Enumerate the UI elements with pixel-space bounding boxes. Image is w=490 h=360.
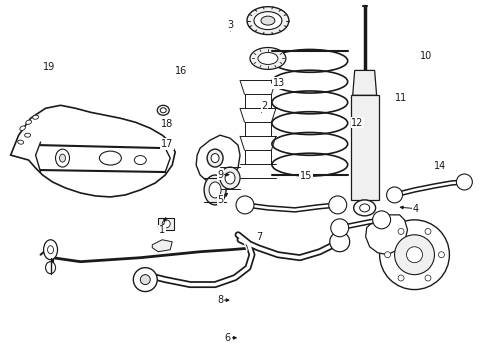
- Polygon shape: [152, 240, 172, 252]
- Polygon shape: [196, 135, 240, 183]
- Ellipse shape: [204, 175, 226, 205]
- Circle shape: [425, 229, 431, 234]
- Circle shape: [385, 252, 391, 258]
- Polygon shape: [353, 71, 377, 95]
- Circle shape: [380, 220, 449, 289]
- Circle shape: [331, 219, 349, 237]
- Text: 3: 3: [227, 20, 233, 30]
- Ellipse shape: [18, 140, 24, 144]
- Text: 18: 18: [161, 120, 173, 129]
- Ellipse shape: [20, 126, 25, 130]
- Circle shape: [236, 196, 254, 214]
- Ellipse shape: [209, 182, 221, 198]
- Text: 16: 16: [175, 66, 188, 76]
- Ellipse shape: [157, 105, 169, 115]
- Ellipse shape: [207, 149, 223, 167]
- Ellipse shape: [48, 246, 53, 254]
- Ellipse shape: [360, 204, 369, 212]
- Circle shape: [407, 247, 422, 263]
- Ellipse shape: [211, 154, 219, 163]
- Text: 10: 10: [419, 51, 432, 61]
- Circle shape: [330, 232, 350, 252]
- Ellipse shape: [247, 7, 289, 35]
- Circle shape: [372, 211, 391, 229]
- Ellipse shape: [160, 108, 166, 113]
- Polygon shape: [366, 215, 408, 255]
- Text: 11: 11: [395, 93, 408, 103]
- Text: 1: 1: [159, 225, 165, 235]
- Circle shape: [133, 268, 157, 292]
- Ellipse shape: [258, 53, 278, 64]
- Ellipse shape: [220, 167, 240, 189]
- Circle shape: [162, 220, 170, 228]
- Circle shape: [456, 174, 472, 190]
- Ellipse shape: [33, 115, 39, 119]
- Ellipse shape: [46, 262, 55, 274]
- Text: 17: 17: [161, 139, 173, 149]
- Ellipse shape: [254, 12, 282, 30]
- Ellipse shape: [44, 240, 57, 260]
- Ellipse shape: [134, 156, 147, 165]
- Text: 9: 9: [218, 170, 223, 180]
- Text: 12: 12: [351, 118, 364, 128]
- Text: 5: 5: [218, 195, 224, 205]
- Ellipse shape: [354, 200, 376, 216]
- Bar: [158, 218, 174, 230]
- Circle shape: [398, 275, 404, 281]
- Ellipse shape: [99, 151, 122, 165]
- Ellipse shape: [225, 172, 235, 184]
- Ellipse shape: [24, 133, 30, 137]
- Circle shape: [425, 275, 431, 281]
- Ellipse shape: [59, 154, 66, 162]
- Circle shape: [398, 229, 404, 234]
- Ellipse shape: [25, 120, 31, 124]
- Circle shape: [394, 235, 435, 275]
- Circle shape: [140, 275, 150, 285]
- Ellipse shape: [55, 149, 70, 167]
- Polygon shape: [11, 105, 175, 197]
- Text: 2: 2: [262, 102, 268, 112]
- Circle shape: [387, 187, 403, 203]
- Polygon shape: [351, 95, 379, 200]
- Text: 13: 13: [273, 78, 285, 88]
- Ellipse shape: [261, 16, 275, 25]
- Text: 4: 4: [413, 204, 419, 214]
- Text: 8: 8: [218, 295, 223, 305]
- Text: 7: 7: [257, 232, 263, 242]
- Text: 14: 14: [434, 161, 446, 171]
- Circle shape: [439, 252, 444, 258]
- Text: 19: 19: [44, 62, 56, 72]
- Circle shape: [329, 196, 347, 214]
- Ellipse shape: [250, 48, 286, 69]
- Text: 15: 15: [300, 171, 312, 181]
- Text: 6: 6: [225, 333, 231, 343]
